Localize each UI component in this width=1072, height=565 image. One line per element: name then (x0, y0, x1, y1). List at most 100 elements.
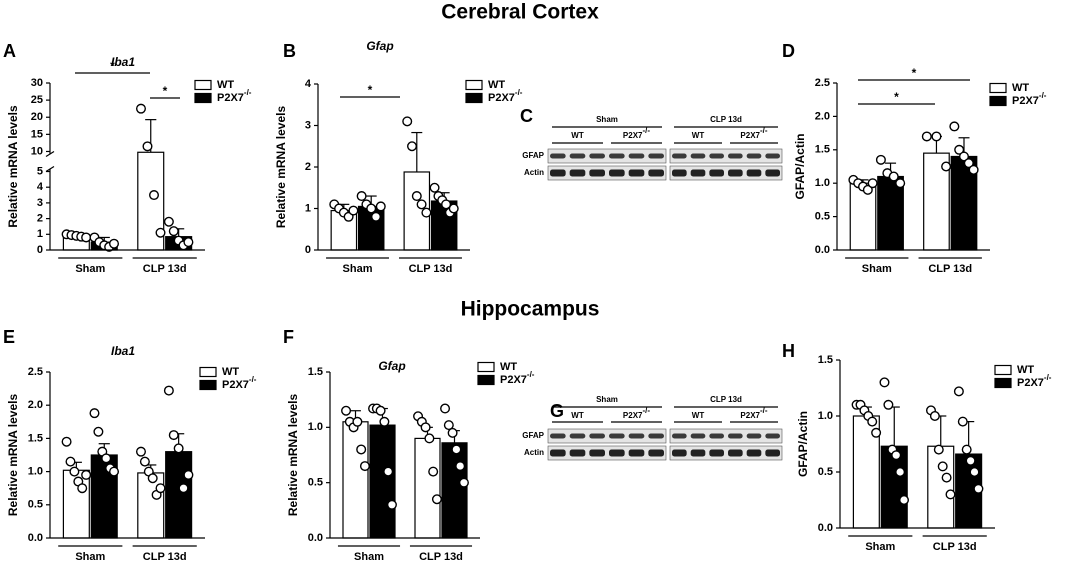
legend-label: P2X7-/- (1017, 373, 1052, 389)
data-point (421, 207, 432, 218)
y-tick-label: 2 (37, 213, 43, 225)
blot-band (672, 169, 687, 177)
blot-group-label: CLP 13d (710, 395, 742, 404)
legend-swatch (194, 92, 212, 104)
legend-label-main: P2X7 (1012, 95, 1039, 107)
panel-title: Gfap (378, 359, 405, 373)
y-tick-label: 0 (305, 244, 311, 256)
data-point (447, 427, 458, 438)
y-axis-label: GFAP/Actin (793, 133, 807, 199)
blot-genotype-label-main: P2X7 (740, 131, 760, 140)
blot-band (709, 433, 724, 439)
section-heading: Cerebral Cortex (441, 1, 599, 24)
panel-title: Iba1 (111, 344, 135, 358)
blot-genotype-label-main: P2X7 (623, 411, 643, 420)
legend-label: WT (488, 79, 505, 91)
data-point (933, 444, 944, 455)
data-point (883, 399, 894, 410)
data-point (895, 178, 906, 189)
x-tick-label: Sham (354, 551, 384, 563)
data-point (458, 477, 469, 488)
y-tick-label: 0.5 (815, 211, 830, 223)
data-point (359, 461, 370, 472)
data-point (89, 408, 100, 419)
x-tick-label: Sham (75, 263, 105, 275)
blot-band (569, 433, 586, 439)
panel-title: Gfap (366, 39, 393, 53)
x-tick-label: CLP 13d (933, 541, 977, 553)
data-point (173, 443, 184, 454)
data-point (101, 453, 112, 464)
data-point (929, 411, 940, 422)
y-tick-label: 25 (31, 94, 43, 106)
legend-label: WT (500, 361, 517, 373)
y-tick-label: 0.5 (28, 499, 43, 511)
y-tick-label: 20 (31, 111, 43, 123)
y-tick-label: 1 (37, 228, 43, 240)
panel-letter: A (3, 41, 16, 61)
data-point (139, 456, 150, 467)
significance-label: * (894, 90, 899, 104)
blot-band (648, 433, 664, 439)
legend-label: WT (1012, 82, 1029, 94)
data-point (867, 178, 878, 189)
data-point (375, 405, 386, 416)
data-point (440, 403, 451, 414)
blot-genotype-label: WT (692, 411, 705, 420)
blot-row-label: GFAP (522, 431, 544, 440)
data-point (402, 116, 413, 127)
data-point (386, 499, 397, 510)
blot-band (728, 153, 743, 159)
data-point (441, 199, 452, 210)
bar (849, 182, 877, 251)
blot-genotype-label-main: P2X7 (623, 131, 643, 140)
blot-band (690, 169, 706, 177)
blot-band (672, 153, 687, 159)
data-point (945, 489, 956, 500)
significance-label: * (368, 83, 373, 97)
y-tick-label: 2.5 (28, 366, 43, 378)
blot-genotype-label: WT (571, 411, 584, 420)
blot-group-label: Sham (596, 115, 618, 124)
blot-group-label: CLP 13d (710, 115, 742, 124)
data-point (965, 455, 976, 466)
data-point (109, 238, 120, 249)
y-tick-label: 2.5 (815, 77, 830, 89)
x-tick-label: Sham (865, 541, 895, 553)
data-point (147, 473, 158, 484)
data-point (142, 141, 153, 152)
x-tick-label: CLP 13d (419, 551, 463, 563)
data-point (875, 154, 886, 165)
data-point (879, 377, 890, 388)
blot-band (746, 433, 762, 439)
data-point (411, 191, 422, 202)
data-point (428, 466, 439, 477)
data-point (65, 456, 76, 467)
y-tick-label: 30 (31, 77, 43, 89)
data-point (416, 199, 427, 210)
y-tick-label: 2.0 (815, 110, 830, 122)
data-point (375, 201, 386, 212)
y-tick-label: 2.0 (28, 399, 43, 411)
data-point (69, 466, 80, 477)
blot-band (550, 433, 566, 439)
legend-swatch (477, 374, 495, 386)
blot-strip (547, 165, 667, 181)
blot-genotype-label-sup: -/- (760, 126, 768, 135)
blot-band (628, 169, 645, 177)
legend-label-main: P2X7 (1017, 377, 1044, 389)
axis-break (45, 166, 55, 173)
legend-label-main: WT (488, 79, 505, 91)
y-tick-label: 0 (37, 244, 43, 256)
y-axis-label: GFAP/Actin (796, 411, 810, 477)
panel-title: Iba1 (111, 55, 135, 69)
data-point (109, 466, 120, 477)
blot-band (690, 153, 706, 159)
legend-label-sup: -/- (244, 88, 252, 97)
data-point (871, 427, 882, 438)
blot-band (690, 449, 706, 457)
data-point (77, 483, 88, 494)
blot-genotype-label-sup: -/- (643, 406, 651, 415)
blot-band (765, 169, 780, 177)
